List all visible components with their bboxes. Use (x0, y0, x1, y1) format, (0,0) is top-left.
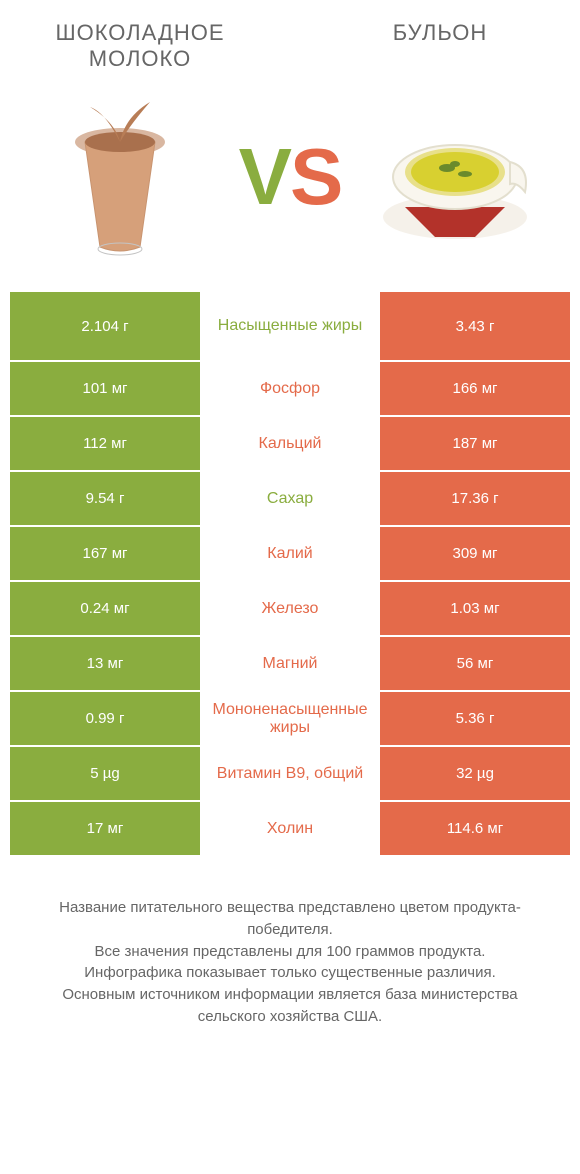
value-right: 309 мг (380, 527, 570, 580)
product-right-title: БУЛЬОН (340, 20, 540, 46)
value-left: 167 мг (10, 527, 200, 580)
table-row: 167 мгКалий309 мг (10, 527, 570, 582)
value-left: 13 мг (10, 637, 200, 690)
value-left: 5 µg (10, 747, 200, 800)
footer-line: Все значения представлены для 100 граммо… (30, 941, 550, 963)
product-right-image (370, 92, 540, 262)
nutrient-label: Магний (200, 637, 380, 690)
table-row: 112 мгКальций187 мг (10, 417, 570, 472)
value-left: 9.54 г (10, 472, 200, 525)
product-left-title: ШОКОЛАДНОЕ МОЛОКО (40, 20, 240, 72)
table-row: 5 µgВитамин B9, общий32 µg (10, 747, 570, 802)
value-left: 0.24 мг (10, 582, 200, 635)
nutrient-label: Сахар (200, 472, 380, 525)
nutrient-label: Холин (200, 802, 380, 855)
value-right: 32 µg (380, 747, 570, 800)
nutrient-label: Насыщенные жиры (200, 292, 380, 360)
nutrient-label: Мононенасыщенные жиры (200, 692, 380, 745)
value-right: 114.6 мг (380, 802, 570, 855)
nutrient-label: Железо (200, 582, 380, 635)
table-row: 0.24 мгЖелезо1.03 мг (10, 582, 570, 637)
table-row: 13 мгМагний56 мг (10, 637, 570, 692)
value-right: 5.36 г (380, 692, 570, 745)
vs-label: VS (239, 131, 342, 223)
value-left: 112 мг (10, 417, 200, 470)
value-left: 0.99 г (10, 692, 200, 745)
table-row: 101 мгФосфор166 мг (10, 362, 570, 417)
images-row: VS (0, 82, 580, 292)
product-left-image (40, 92, 210, 262)
footer-line: Инфографика показывает только существенн… (30, 962, 550, 984)
nutrient-label: Кальций (200, 417, 380, 470)
footer-notes: Название питательного вещества представл… (0, 857, 580, 1048)
broth-icon (375, 102, 535, 252)
vs-v: V (239, 132, 290, 221)
value-right: 17.36 г (380, 472, 570, 525)
vs-s: S (290, 132, 341, 221)
value-right: 187 мг (380, 417, 570, 470)
value-left: 17 мг (10, 802, 200, 855)
value-right: 56 мг (380, 637, 570, 690)
value-left: 2.104 г (10, 292, 200, 360)
footer-line: Основным источником информации является … (30, 984, 550, 1028)
nutrient-label: Фосфор (200, 362, 380, 415)
value-right: 3.43 г (380, 292, 570, 360)
nutrient-label: Калий (200, 527, 380, 580)
comparison-table: 2.104 гНасыщенные жиры3.43 г101 мгФосфор… (10, 292, 570, 857)
table-row: 17 мгХолин114.6 мг (10, 802, 570, 857)
footer-line: Название питательного вещества представл… (30, 897, 550, 941)
header-row: ШОКОЛАДНОЕ МОЛОКО БУЛЬОН (0, 0, 580, 82)
chocolate-milk-icon (65, 97, 185, 257)
value-right: 166 мг (380, 362, 570, 415)
table-row: 2.104 гНасыщенные жиры3.43 г (10, 292, 570, 362)
value-left: 101 мг (10, 362, 200, 415)
table-row: 0.99 гМононенасыщенные жиры5.36 г (10, 692, 570, 747)
value-right: 1.03 мг (380, 582, 570, 635)
table-row: 9.54 гСахар17.36 г (10, 472, 570, 527)
nutrient-label: Витамин B9, общий (200, 747, 380, 800)
